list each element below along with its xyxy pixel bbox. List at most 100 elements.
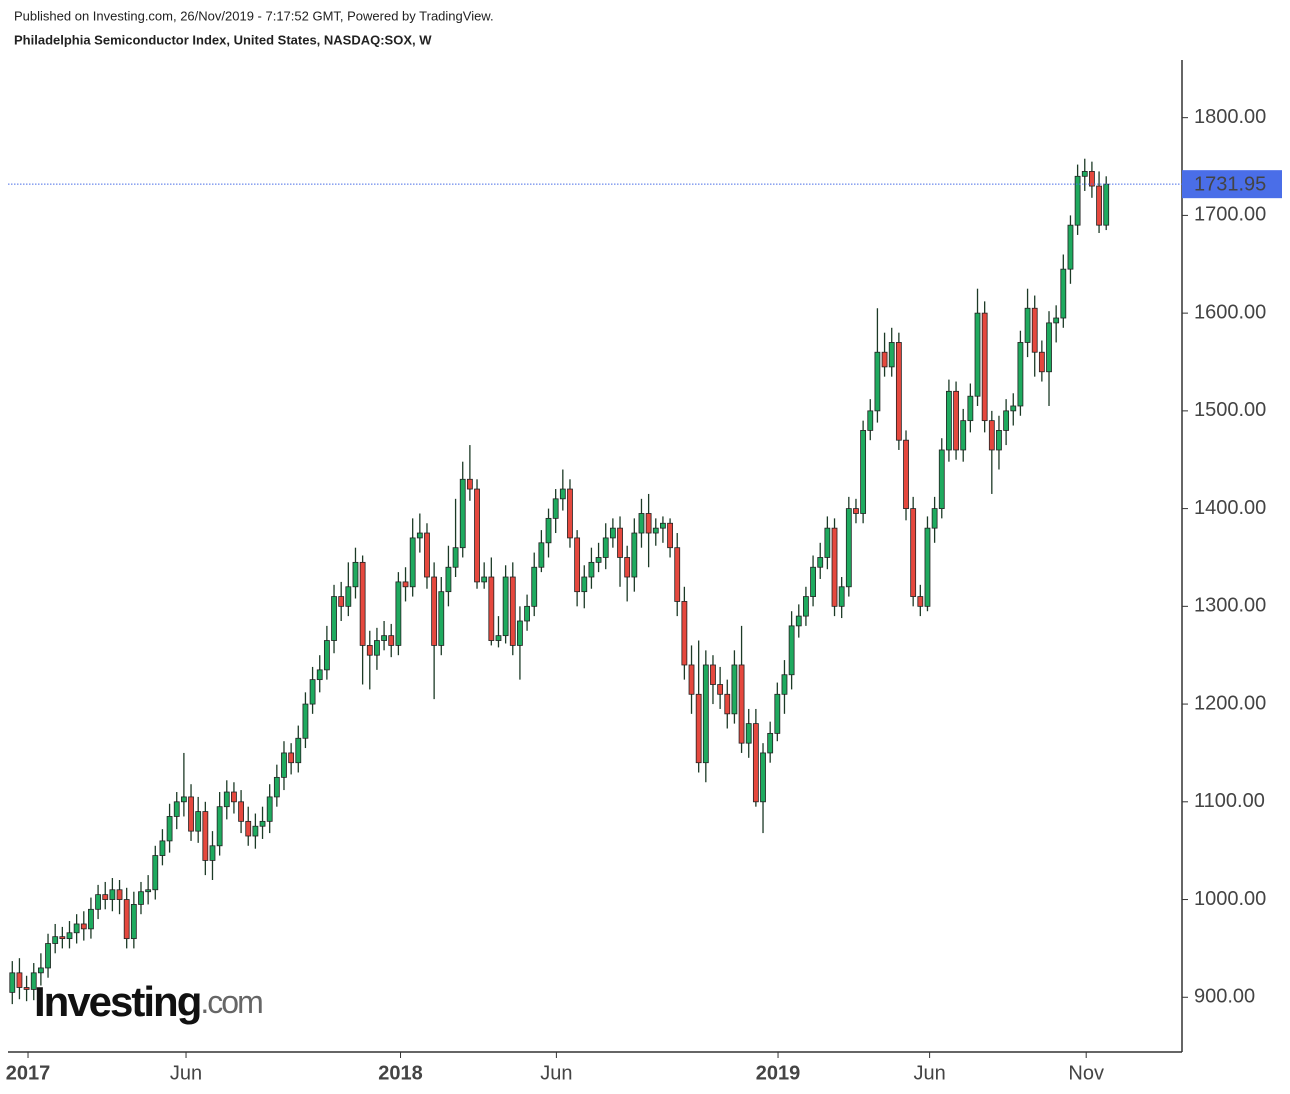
candle-body xyxy=(130,904,137,940)
candle-body xyxy=(517,620,523,646)
candle-body xyxy=(316,669,323,681)
y-tick-label: 1100.00 xyxy=(1194,790,1265,812)
candle-body xyxy=(795,615,802,627)
candle-body xyxy=(366,645,373,656)
candle-body xyxy=(695,693,702,764)
last-price-label: 1731.95 xyxy=(1194,173,1266,195)
candle-body xyxy=(953,390,959,451)
candle-body xyxy=(860,430,867,514)
candle-body xyxy=(202,811,209,861)
candle-body xyxy=(474,488,480,583)
candle-body xyxy=(123,899,130,940)
candle-body xyxy=(545,517,552,544)
candle-body xyxy=(738,664,745,744)
candle-body xyxy=(495,635,502,641)
candle-body xyxy=(138,891,144,905)
candle-body xyxy=(488,576,495,641)
candle-body xyxy=(745,723,752,744)
candle-body xyxy=(838,586,845,607)
candle-body xyxy=(924,527,931,607)
candle-body xyxy=(617,527,623,558)
candle-body xyxy=(888,342,895,368)
candle-body xyxy=(459,478,466,549)
candle-body xyxy=(409,537,416,588)
candle-body xyxy=(345,586,352,607)
candle-body xyxy=(824,527,831,558)
candle-body xyxy=(774,693,781,734)
candle-body xyxy=(667,522,673,549)
published-note: Published on Investing.com, 26/Nov/2019 … xyxy=(14,8,494,23)
candle-body xyxy=(338,596,345,607)
x-tick-label: Jun xyxy=(913,1062,945,1084)
candle-body xyxy=(416,532,423,539)
candle-body xyxy=(509,576,516,646)
candle-body xyxy=(574,537,581,593)
candle-body xyxy=(395,581,402,646)
candle-body xyxy=(195,811,202,832)
candle-body xyxy=(702,664,709,764)
candle-body xyxy=(216,806,223,847)
candle-body xyxy=(1060,268,1067,319)
candle-body xyxy=(180,796,187,803)
candle-body xyxy=(1046,322,1052,373)
candle-body xyxy=(817,557,824,568)
candle-body xyxy=(910,508,917,597)
candle-body xyxy=(95,894,101,910)
candle-body xyxy=(588,561,595,578)
symbol-title: Philadelphia Semiconductor Index, United… xyxy=(14,32,432,47)
candle-body xyxy=(259,820,266,827)
candle-body xyxy=(552,498,559,519)
candle-body xyxy=(245,820,252,837)
candle-body xyxy=(381,635,387,641)
candle-body xyxy=(688,664,695,695)
candle-body xyxy=(831,527,838,607)
candle-body xyxy=(438,591,445,646)
watermark-brand: Investing.com xyxy=(34,978,262,1025)
candle-body xyxy=(424,532,430,578)
y-tick-label: 1800.00 xyxy=(1194,106,1266,128)
candle-body xyxy=(431,576,438,646)
candle-body xyxy=(309,679,316,705)
candle-body xyxy=(402,581,409,588)
candle-body xyxy=(602,537,609,558)
x-tick-label: Nov xyxy=(1068,1062,1104,1084)
candle-body xyxy=(359,561,366,646)
candle-body xyxy=(681,601,688,666)
candle-body xyxy=(374,640,380,656)
candle-body xyxy=(238,801,244,822)
candle-body xyxy=(109,889,116,900)
candle-body xyxy=(1038,351,1045,373)
candle-body xyxy=(845,508,852,588)
candle-body xyxy=(52,936,59,944)
candle-body xyxy=(609,527,616,539)
candle-body xyxy=(631,532,638,578)
candle-body xyxy=(960,420,967,451)
candle-body xyxy=(223,791,230,808)
candle-body xyxy=(66,932,73,940)
candle-body xyxy=(967,395,974,422)
candle-body xyxy=(9,972,16,993)
candle-body xyxy=(452,547,459,568)
candle-body xyxy=(874,351,881,412)
candle-body xyxy=(88,908,94,930)
x-tick-label: Jun xyxy=(540,1062,572,1084)
candle-body xyxy=(903,439,909,509)
candle-body xyxy=(323,640,330,671)
candle-body xyxy=(1081,171,1088,177)
y-tick-label: 1400.00 xyxy=(1194,497,1266,519)
candle-body xyxy=(102,894,109,900)
candle-body xyxy=(752,723,759,803)
candle-body xyxy=(1089,171,1095,187)
candle-body xyxy=(159,840,166,856)
candle-body xyxy=(1053,317,1060,324)
candle-body xyxy=(524,605,530,622)
candle-body xyxy=(638,513,645,534)
candle-body xyxy=(767,732,774,754)
candle-body xyxy=(538,542,545,568)
candle-body xyxy=(567,488,573,539)
candle-body xyxy=(188,796,194,832)
candle-body xyxy=(938,449,945,509)
y-tick-label: 1200.00 xyxy=(1194,692,1266,714)
candle-body xyxy=(23,987,30,990)
